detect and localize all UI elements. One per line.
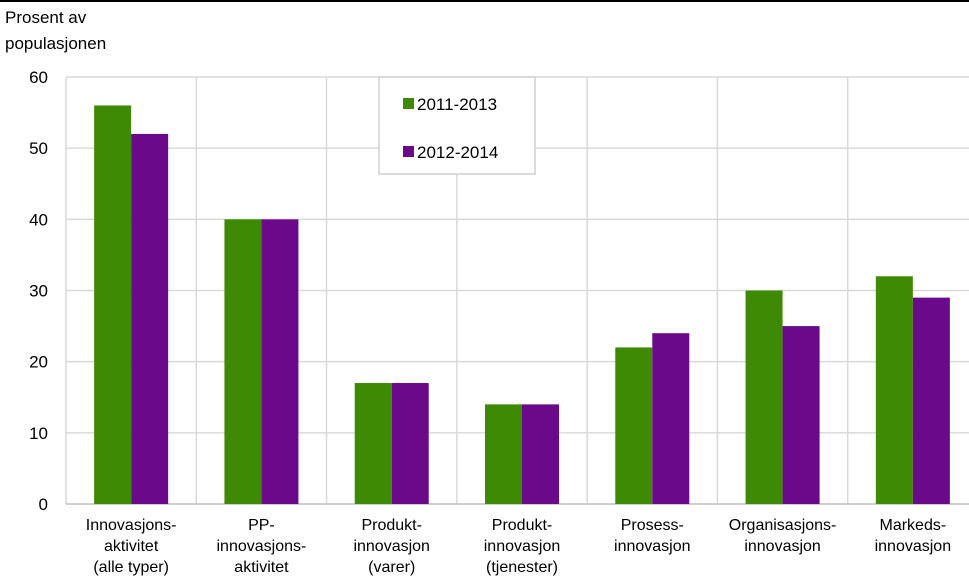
category-label-line: innovasjon xyxy=(353,538,430,555)
bar-2011-2013-1 xyxy=(224,219,262,505)
bar-2011-2013-6 xyxy=(875,276,913,504)
category-label-line: Produkt- xyxy=(361,517,421,534)
category-label: Produkt-innovasjon (tjenester) xyxy=(484,517,561,576)
legend-label: 2012-2014 xyxy=(417,143,498,162)
category-label-line: innovasjon xyxy=(614,538,691,555)
y-tick-label: 40 xyxy=(29,210,48,229)
category-label-line: Markeds- xyxy=(880,517,947,534)
bar-2012-2014-6 xyxy=(912,297,950,504)
y-tick-label: 50 xyxy=(29,139,48,158)
category-label-line: innovasjons- xyxy=(217,538,307,555)
legend-box xyxy=(378,76,536,175)
category-label-line: (tjenester) xyxy=(486,559,558,576)
category-label: Produkt-innovasjon (varer) xyxy=(353,517,430,576)
bars xyxy=(94,105,950,505)
y-axis-label-line: populasjonen xyxy=(5,34,106,53)
y-tick-label: 0 xyxy=(39,495,48,514)
bar-2012-2014-3 xyxy=(522,404,559,504)
y-tick-label: 30 xyxy=(29,282,48,301)
category-label: Organisasjons-innovasjon xyxy=(729,517,837,555)
bar-2012-2014-5 xyxy=(782,326,820,504)
bar-2011-2013-3 xyxy=(485,404,522,504)
category-label-line: Produkt- xyxy=(492,517,552,534)
category-label-line: innovasjon xyxy=(484,538,561,555)
bar-2011-2013-5 xyxy=(745,290,783,504)
category-label-line: innovasjon xyxy=(875,538,952,555)
y-axis-label: Prosent av populasjonen xyxy=(5,8,106,53)
category-label-line: Innovasjons- xyxy=(86,517,177,534)
bar-2012-2014-0 xyxy=(131,133,169,504)
category-label: PP-innovasjons-aktivitet xyxy=(217,517,307,576)
category-label: Prosess-innovasjon xyxy=(614,517,691,555)
bar-2011-2013-2 xyxy=(354,383,392,504)
category-labels: Innovasjons-aktivitet (alle typer) PP-inno… xyxy=(86,517,951,576)
y-axis-label-line: Prosent av xyxy=(5,8,87,27)
bar-2011-2013-4 xyxy=(615,347,653,504)
category-label-line: aktivitet xyxy=(104,538,159,555)
category-label: Innovasjons-aktivitet (alle typer) xyxy=(86,517,177,576)
legend: 2011-2013 2012-2014 xyxy=(378,76,536,175)
y-tick-label: 10 xyxy=(29,424,48,443)
legend-swatch xyxy=(403,146,414,157)
bar-2011-2013-0 xyxy=(94,105,132,504)
bar-2012-2014-1 xyxy=(261,219,299,505)
category-label-line: aktivitet xyxy=(234,559,289,576)
category-label: Markeds-innovasjon xyxy=(875,517,952,555)
bar-2012-2014-4 xyxy=(652,333,690,504)
y-tick-label: 60 xyxy=(29,68,48,87)
y-tick-labels: 0 10 20 30 40 50 60 xyxy=(29,68,48,514)
category-label-line: innovasjon xyxy=(744,538,821,555)
legend-swatch xyxy=(403,98,414,109)
category-label-line: PP- xyxy=(248,517,275,534)
bar-2012-2014-2 xyxy=(391,383,429,504)
category-label-line: (alle typer) xyxy=(93,559,169,576)
legend-label: 2011-2013 xyxy=(417,95,497,114)
y-tick-label: 20 xyxy=(29,353,48,372)
category-label-line: Prosess- xyxy=(621,517,684,534)
category-label-line: Organisasjons- xyxy=(729,517,837,534)
category-label-line: (varer) xyxy=(368,559,415,576)
